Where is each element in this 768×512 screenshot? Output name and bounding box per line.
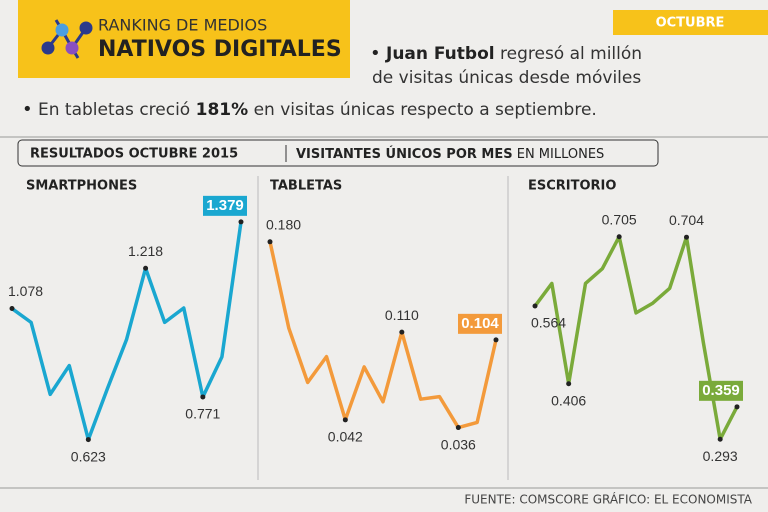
banner-left: RESULTADOS OCTUBRE 2015 bbox=[30, 147, 238, 162]
bullet-text: En tabletas creció bbox=[38, 100, 190, 120]
point bbox=[493, 337, 499, 343]
point bbox=[238, 219, 244, 225]
bullet-bold: 181% bbox=[196, 100, 249, 120]
value-label: 0.036 bbox=[441, 436, 476, 452]
header-title: RANKING DE MEDIOS bbox=[98, 16, 267, 35]
header-box bbox=[18, 0, 350, 78]
point bbox=[684, 234, 689, 240]
banner-box bbox=[17, 139, 659, 167]
point bbox=[9, 306, 15, 312]
tag: OCTUBRE bbox=[656, 16, 725, 31]
value-label: 0.564 bbox=[531, 315, 566, 331]
network-icon bbox=[41, 19, 93, 59]
bullet: Juan Futbol regresó al millón bbox=[385, 44, 642, 64]
point bbox=[399, 329, 405, 335]
point bbox=[85, 437, 91, 443]
value-label: 0.771 bbox=[185, 406, 220, 422]
bullet-text: de visitas únicas desde móviles bbox=[372, 68, 641, 88]
point bbox=[455, 425, 461, 431]
banner-unit: EN MILLONES bbox=[517, 147, 605, 162]
value-label: 0.110 bbox=[385, 307, 419, 323]
value-label: 0.293 bbox=[703, 448, 738, 464]
header-title: NATIVOS DIGITALES bbox=[98, 37, 342, 62]
bullet: En tabletas creció 181% en visitas única… bbox=[38, 100, 597, 120]
value-label: 0.704 bbox=[669, 212, 704, 228]
banner-right-bold: VISITANTES ÚNICOS POR MES bbox=[296, 146, 513, 162]
bullet-bold: Juan Futbol bbox=[385, 44, 495, 64]
chart-title: ESCRITORIO bbox=[528, 179, 616, 194]
point bbox=[717, 436, 723, 442]
point bbox=[532, 303, 538, 309]
value-label: 0.042 bbox=[328, 429, 363, 445]
chart-title: SMARTPHONES bbox=[26, 179, 137, 194]
point bbox=[200, 394, 206, 400]
point bbox=[143, 265, 149, 271]
value-label: 1.379 bbox=[206, 197, 244, 214]
line bbox=[268, 241, 498, 430]
point bbox=[267, 239, 273, 245]
value-label: 0.705 bbox=[602, 211, 637, 227]
highlight-box bbox=[699, 380, 743, 401]
bullet-dot: • bbox=[22, 99, 33, 120]
chart-title: TABLETAS bbox=[270, 179, 342, 194]
highlight-box bbox=[458, 313, 502, 334]
banner-right: VISITANTES ÚNICOS POR MES EN MILLONES bbox=[296, 146, 604, 162]
value-label: 1.078 bbox=[8, 283, 43, 299]
bullet-text: regresó al millón bbox=[500, 44, 642, 64]
highlight-box bbox=[203, 195, 247, 216]
bullet-dot: • bbox=[370, 43, 381, 64]
value-label: 0.104 bbox=[461, 315, 499, 332]
bullet-text: en visitas únicas respecto a septiembre. bbox=[254, 100, 597, 120]
point bbox=[342, 417, 348, 423]
footer: FUENTE: COMSCORE GRÁFICO: EL ECONOMISTA bbox=[464, 492, 752, 507]
point bbox=[616, 234, 622, 240]
point bbox=[734, 404, 740, 410]
value-label: 0.359 bbox=[702, 382, 740, 399]
value-label: 0.623 bbox=[71, 448, 106, 464]
point bbox=[566, 381, 572, 387]
value-label: 1.218 bbox=[128, 243, 163, 259]
tag-box bbox=[613, 10, 768, 35]
value-label: 0.406 bbox=[551, 392, 586, 408]
value-label: 0.180 bbox=[266, 217, 301, 233]
line bbox=[533, 234, 739, 442]
